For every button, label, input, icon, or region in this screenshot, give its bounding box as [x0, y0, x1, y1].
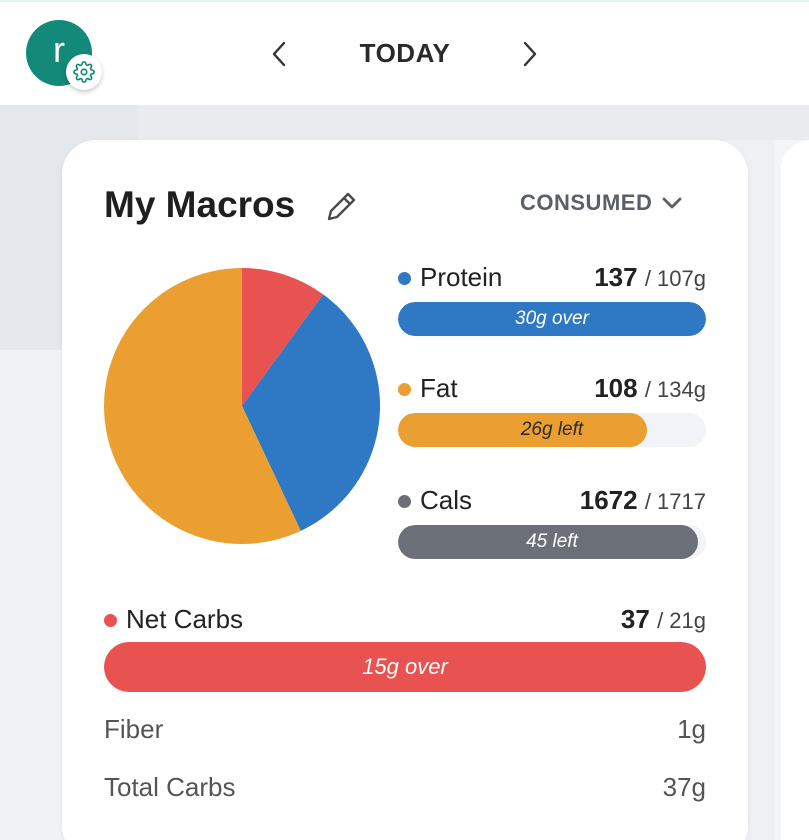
- fat-status: 26g left: [520, 419, 584, 440]
- protein-status: 30g over: [515, 308, 589, 329]
- protein-label: Protein: [420, 262, 503, 292]
- fiber-value: 1g: [677, 714, 706, 744]
- fat-dot: [398, 383, 411, 396]
- cals-goal: / 1717: [644, 489, 706, 514]
- net-carbs-goal: / 21g: [657, 608, 706, 633]
- consumed-dropdown[interactable]: CONSUMED: [520, 190, 682, 216]
- net-carbs-label: Net Carbs: [126, 604, 244, 634]
- chevron-left-icon[interactable]: [264, 36, 294, 72]
- protein-value: 137 / 107g: [594, 262, 706, 293]
- protein-consumed: 137: [594, 262, 638, 292]
- fat-bar-fill: [398, 413, 648, 447]
- pie-slice-protein: [242, 294, 380, 531]
- cals-label: Cals: [420, 485, 473, 515]
- protein-bar-fill: [398, 302, 706, 336]
- card-title: My Macros: [104, 184, 296, 225]
- net-carbs-bar-fill: [104, 642, 706, 692]
- fat-label: Fat: [420, 373, 458, 403]
- top-bar: r TODAY: [0, 0, 809, 105]
- cals-consumed: 1672: [579, 485, 638, 515]
- net-carbs-consumed: 37: [620, 604, 650, 634]
- fat-progress-bar: 26g left: [398, 413, 706, 447]
- protein-progress-bar: 30g over: [398, 302, 706, 336]
- net-carbs-value: 37 / 21g: [621, 604, 706, 635]
- net-carbs-dot: [104, 614, 117, 627]
- fiber-row: Fiber 1g: [104, 714, 706, 745]
- fat-value: 108 / 134g: [594, 373, 706, 404]
- dropdown-label: CONSUMED: [520, 190, 653, 215]
- cals-progress-bar: 45 left: [398, 525, 706, 559]
- chevron-down-icon: [662, 197, 682, 209]
- macro-row-cals: Cals 1672 / 1717 45 left: [398, 483, 706, 559]
- cals-status: 45 left: [526, 531, 578, 552]
- date-title[interactable]: TODAY: [359, 38, 451, 68]
- macro-row-protein: Protein 137 / 107g 30g over: [398, 260, 706, 336]
- total-carbs-row: Total Carbs 37g: [104, 772, 706, 803]
- fat-goal: / 134g: [644, 377, 706, 402]
- pie-slice-fat: [104, 268, 301, 544]
- macro-row-net-carbs: Net Carbs 37 / 21g 15g over: [104, 600, 706, 692]
- gear-icon[interactable]: [66, 54, 102, 90]
- chevron-right-icon[interactable]: [515, 36, 545, 72]
- background-panel-lower: [0, 350, 62, 840]
- protein-dot: [398, 272, 411, 285]
- cals-value: 1672 / 1717: [580, 485, 706, 516]
- fiber-label: Fiber: [104, 714, 164, 744]
- fat-consumed: 108: [594, 373, 638, 403]
- net-carbs-status: 15g over: [362, 654, 448, 679]
- macros-card: My Macros CONSUMED Protein 137 / 107g 30…: [62, 140, 748, 840]
- next-card-edge[interactable]: [781, 140, 809, 840]
- background-band: [138, 105, 809, 140]
- protein-goal: / 107g: [644, 266, 706, 291]
- total-carbs-label: Total Carbs: [104, 772, 236, 802]
- net-carbs-progress-bar: 15g over: [104, 642, 706, 692]
- cals-dot: [398, 495, 411, 508]
- avatar-letter: r: [53, 29, 65, 70]
- pie-slice-net-carbs: [242, 268, 324, 406]
- total-carbs-value: 37g: [662, 772, 706, 802]
- macros-pie-chart: [104, 268, 380, 544]
- pencil-icon[interactable]: [324, 190, 358, 229]
- cals-bar-fill: [398, 525, 698, 559]
- macro-row-fat: Fat 108 / 134g 26g left: [398, 371, 706, 447]
